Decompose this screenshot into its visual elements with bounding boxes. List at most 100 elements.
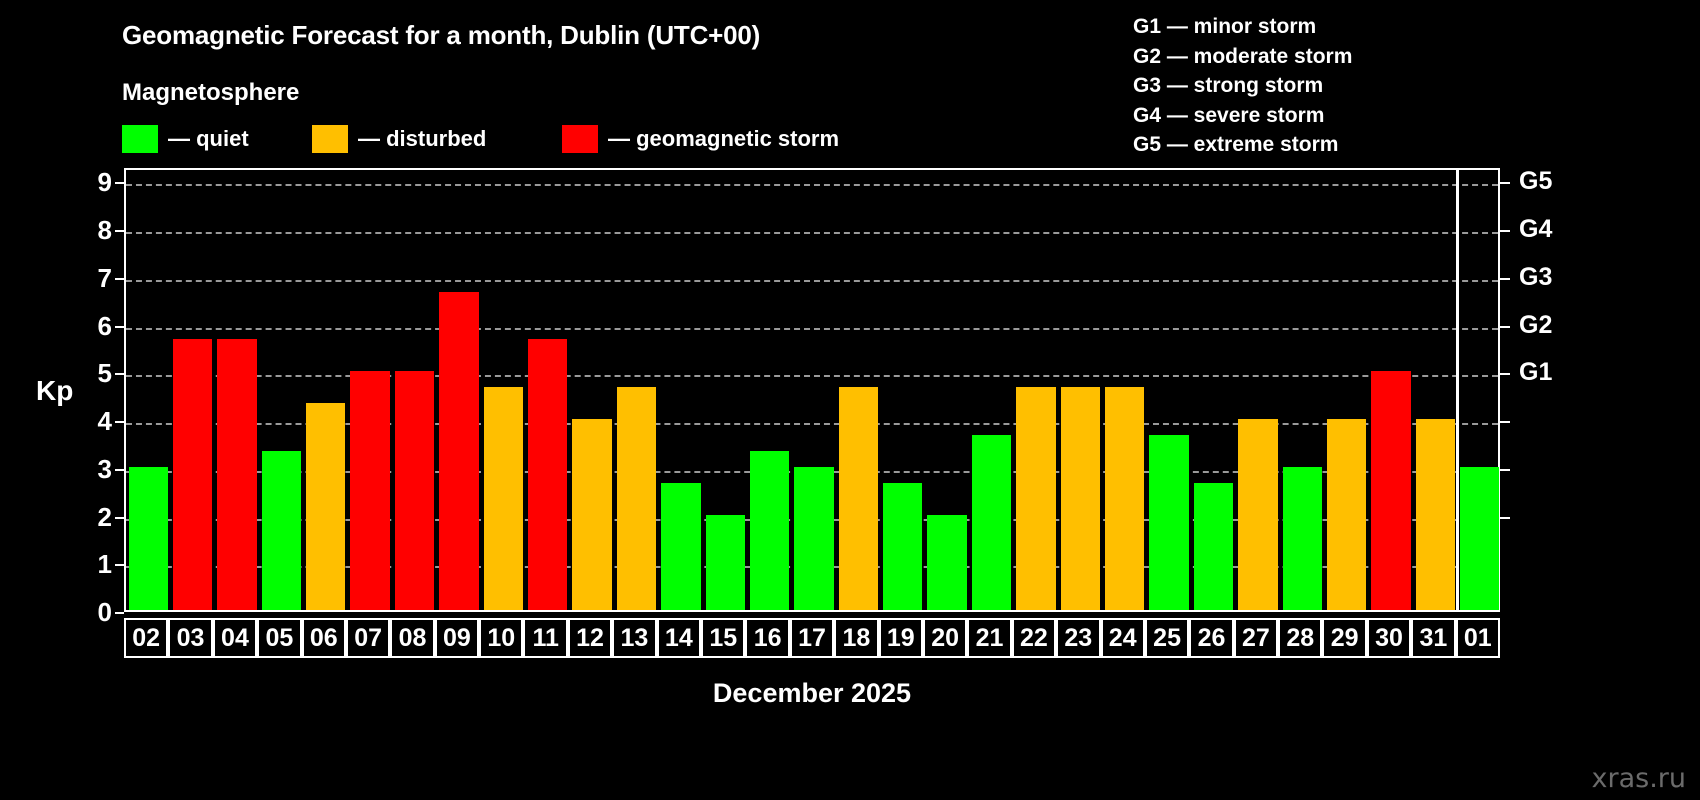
day-label-25[interactable]: 25: [1144, 618, 1190, 658]
day-label-26[interactable]: 26: [1189, 618, 1234, 658]
y-tick-mark-6: [115, 325, 124, 328]
day-label-31[interactable]: 31: [1411, 618, 1456, 658]
day-label-12[interactable]: 12: [567, 618, 613, 658]
day-label-05[interactable]: 05: [257, 618, 302, 658]
bar-day-06[interactable]: [306, 403, 346, 610]
day-label-08[interactable]: 08: [390, 618, 435, 658]
y-tick-mark-5: [115, 373, 124, 376]
watermark: xras.ru: [1591, 763, 1687, 794]
day-label-15[interactable]: 15: [701, 618, 746, 658]
bar-day-18[interactable]: [838, 387, 879, 610]
x-axis-label: December 2025: [712, 678, 912, 708]
bar-day-04[interactable]: [217, 339, 257, 610]
day-label-04[interactable]: 04: [212, 618, 258, 658]
bar-day-27[interactable]: [1238, 419, 1278, 610]
day-label-22[interactable]: 22: [1011, 618, 1057, 658]
bar-day-15[interactable]: [705, 514, 745, 610]
gridline-kp-5: [126, 375, 1498, 378]
legend-item-storm: — geomagnetic storm: [562, 124, 839, 154]
legend-swatch-disturbed: [312, 125, 348, 153]
legend-swatch-storm: [562, 125, 598, 153]
chart-plot-area: [124, 168, 1500, 612]
day-label-14[interactable]: 14: [656, 618, 702, 658]
day-label-10[interactable]: 10: [479, 618, 524, 658]
bar-day-31[interactable]: [1415, 419, 1456, 610]
legend-item-quiet: — quiet: [122, 124, 249, 154]
bar-day-29[interactable]: [1326, 419, 1367, 610]
legend-swatch-quiet: [122, 125, 158, 153]
day-label-21[interactable]: 21: [967, 618, 1012, 658]
day-label-30[interactable]: 30: [1366, 618, 1412, 658]
bar-day-01[interactable]: [1460, 466, 1500, 610]
legend-label-storm: — geomagnetic storm: [608, 126, 840, 151]
page-title: Geomagnetic Forecast for a month, Dublin…: [122, 20, 761, 50]
y-axis-label: Kp: [36, 375, 74, 406]
y-tick-label-4: 4: [97, 406, 112, 437]
day-label-11[interactable]: 11: [523, 618, 568, 658]
day-label-17[interactable]: 17: [789, 618, 835, 658]
g-legend-row-1: G1 — minor storm: [1133, 15, 1317, 38]
legend-item-disturbed: — disturbed: [312, 124, 486, 154]
day-label-24[interactable]: 24: [1100, 618, 1145, 658]
day-label-19[interactable]: 19: [878, 618, 923, 658]
day-label-20[interactable]: 20: [922, 618, 968, 658]
bar-day-10[interactable]: [483, 387, 523, 610]
bar-day-03[interactable]: [172, 339, 213, 610]
bar-day-12[interactable]: [572, 419, 612, 610]
legend-label-disturbed: — disturbed: [358, 126, 487, 151]
day-label-01[interactable]: 01: [1455, 618, 1500, 658]
g-legend-row-5: G5 — extreme storm: [1133, 133, 1339, 156]
g-tick-mark-G4: [1500, 230, 1510, 233]
g-scale-legend: G1 — minor storm G2 — moderate storm G3 — …: [1133, 12, 1352, 160]
bar-day-24[interactable]: [1105, 387, 1145, 610]
day-label-13[interactable]: 13: [612, 618, 657, 658]
day-label-27[interactable]: 27: [1233, 618, 1279, 658]
day-label-18[interactable]: 18: [834, 618, 879, 658]
day-label-29[interactable]: 29: [1322, 618, 1367, 658]
bar-day-02[interactable]: [128, 466, 168, 610]
day-label-09[interactable]: 09: [434, 618, 480, 658]
bar-day-09[interactable]: [439, 291, 479, 610]
bar-day-30[interactable]: [1371, 371, 1411, 610]
y-tick-mark-9: [115, 182, 124, 185]
y-tick-mark-7: [115, 277, 124, 280]
bar-day-28[interactable]: [1282, 466, 1322, 610]
g-legend-row-3: G3 — strong storm: [1133, 74, 1324, 97]
month-separator-line: [1456, 170, 1460, 610]
day-label-02[interactable]: 02: [124, 618, 169, 658]
bar-day-23[interactable]: [1060, 387, 1100, 610]
bar-day-07[interactable]: [350, 371, 390, 610]
bar-day-11[interactable]: [527, 339, 568, 610]
bar-day-17[interactable]: [794, 466, 834, 610]
gridline-kp-7: [126, 279, 1498, 282]
bar-day-05[interactable]: [261, 451, 302, 610]
day-label-06[interactable]: 06: [301, 618, 346, 658]
g-tick-label-G4: G4: [1519, 215, 1553, 244]
bar-day-22[interactable]: [1016, 387, 1056, 610]
bar-day-20[interactable]: [927, 514, 967, 610]
bar-day-08[interactable]: [394, 371, 435, 610]
bar-day-16[interactable]: [749, 451, 790, 610]
day-label-03[interactable]: 03: [168, 618, 213, 658]
day-label-16[interactable]: 16: [745, 618, 790, 658]
gridline-kp-4: [126, 423, 1498, 426]
bar-day-26[interactable]: [1193, 482, 1234, 610]
g-tick-mark-G5: [1500, 182, 1510, 185]
bar-day-13[interactable]: [616, 387, 657, 610]
g-tick-mark-G1: [1500, 373, 1510, 376]
day-label-07[interactable]: 07: [345, 618, 391, 658]
day-label-23[interactable]: 23: [1056, 618, 1101, 658]
y-tick-label-2: 2: [97, 501, 112, 532]
y-tick-mark-4: [115, 421, 124, 424]
g-tick-label-G3: G3: [1519, 262, 1553, 291]
bar-day-19[interactable]: [883, 482, 923, 610]
y-tick-label-8: 8: [97, 215, 112, 246]
bar-day-14[interactable]: [661, 482, 701, 610]
day-label-28[interactable]: 28: [1278, 618, 1323, 658]
bar-day-25[interactable]: [1149, 434, 1189, 610]
y-tick-mark-1: [115, 564, 124, 567]
y-tick-mark-2: [115, 516, 124, 519]
gridline-kp-9: [126, 184, 1498, 187]
bar-day-21[interactable]: [971, 434, 1012, 610]
magnetosphere-label: Magnetosphere: [122, 79, 300, 106]
